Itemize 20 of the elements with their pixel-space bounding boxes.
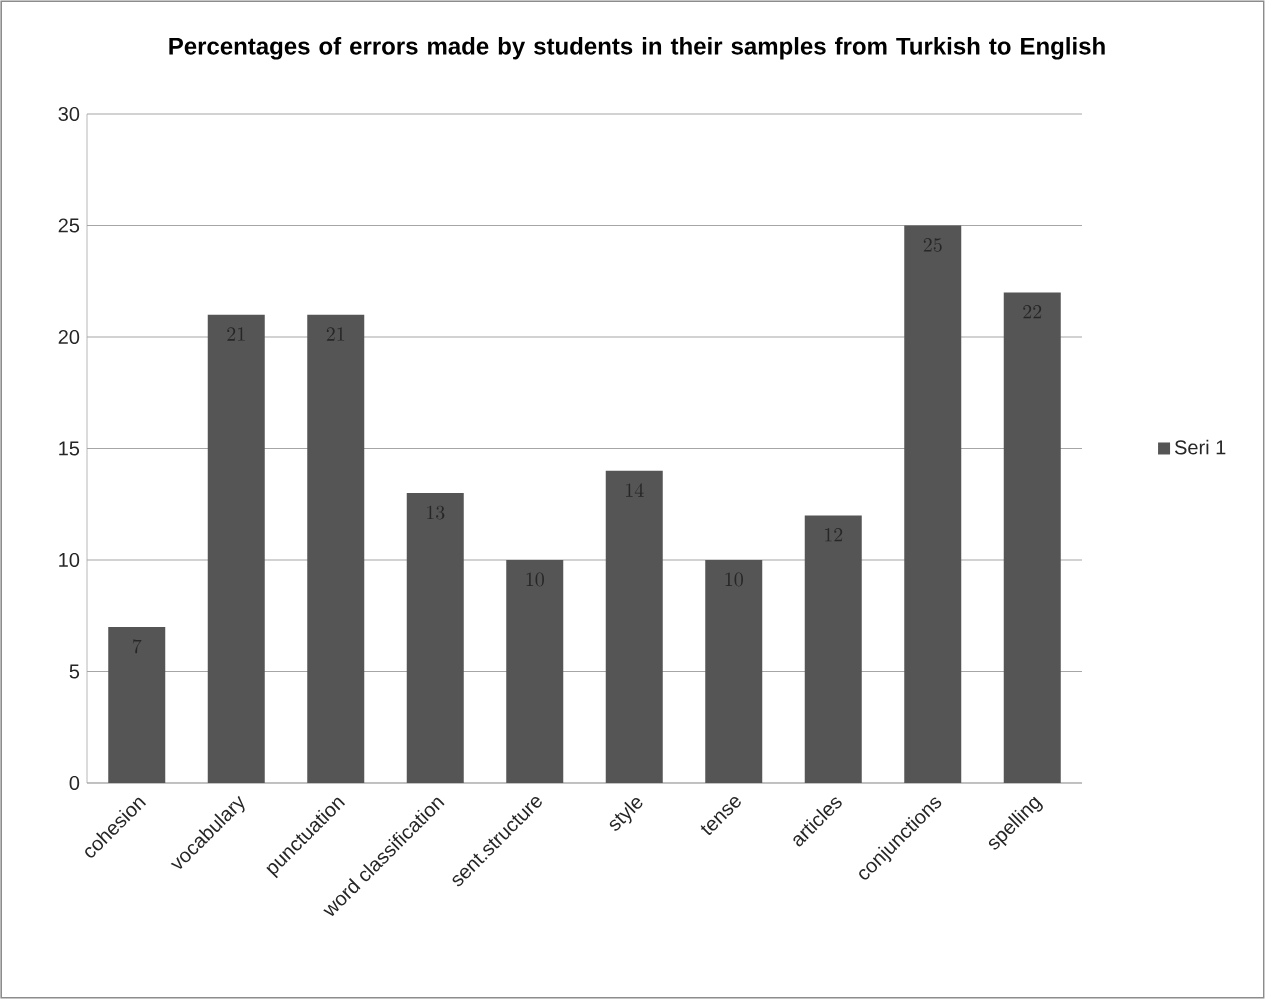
y-tick-label: 5 [69, 664, 80, 679]
bar [804, 515, 862, 783]
x-tick-label: style [609, 798, 643, 831]
chart-title: Percentages of errors made by students in their samples from Turkish to English [169, 37, 1105, 60]
y-tick-label: 10 [59, 552, 80, 568]
bar [207, 314, 265, 783]
y-tick-label: 25 [58, 218, 80, 233]
bar [307, 314, 365, 783]
bar [406, 493, 464, 783]
bar [506, 559, 564, 783]
bar [605, 470, 663, 783]
bar [108, 626, 166, 783]
bar [1003, 292, 1061, 783]
y-tick-label: 0 [69, 775, 80, 791]
legend-label: Seri 1 [1174, 439, 1226, 455]
y-tick-label: 15 [59, 441, 80, 456]
y-tick-label: 30 [58, 106, 80, 122]
y-tick-label: 20 [58, 329, 80, 345]
bar [904, 225, 962, 783]
bar [705, 559, 763, 783]
